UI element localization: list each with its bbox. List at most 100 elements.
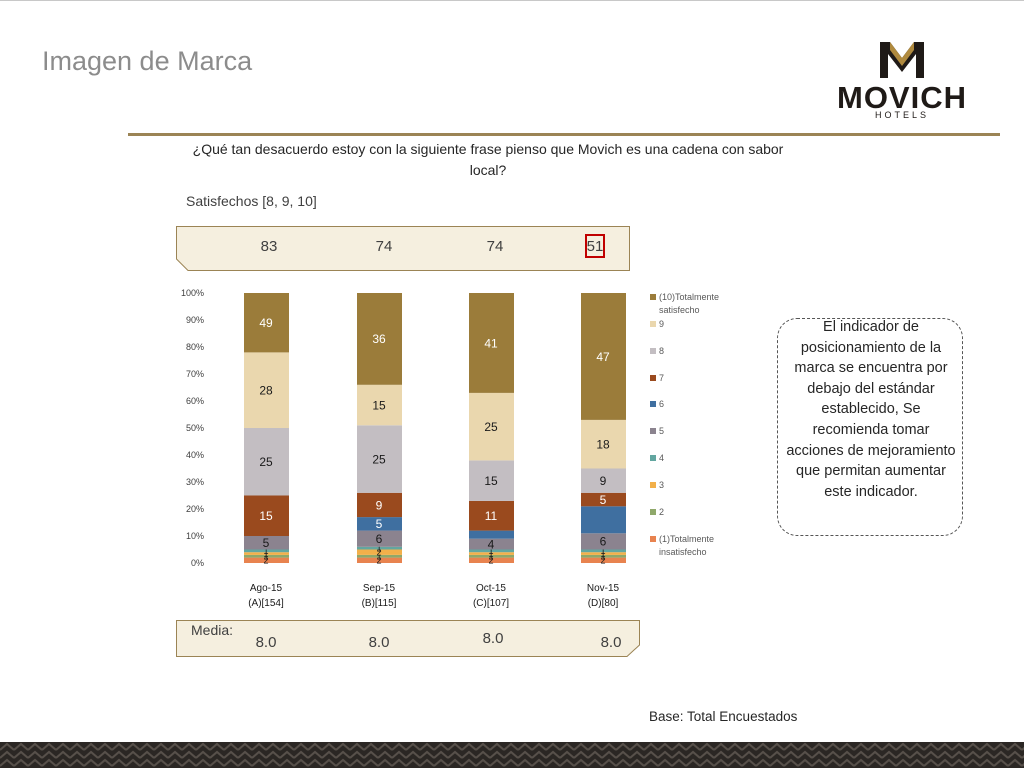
legend-swatch (650, 294, 656, 300)
y-tick-label: 0% (191, 558, 204, 568)
logo-wordmark: MOVICH (837, 80, 967, 115)
satisfied-value-nov: 51 (586, 238, 604, 255)
page-title: Imagen de Marca (42, 46, 253, 76)
media-value-sep: 8.0 (368, 634, 390, 651)
data-label: 25 (259, 455, 273, 469)
bar-segment (357, 384, 402, 426)
bar-segment (469, 538, 514, 550)
legend-label-line2: satisfecho (659, 305, 700, 315)
bar-segment (469, 293, 514, 393)
data-label: 49 (259, 316, 273, 330)
data-label: 1 (488, 546, 493, 556)
legend-label: 2 (659, 507, 664, 517)
bar-segment (469, 460, 514, 501)
legend-label: 7 (659, 373, 664, 383)
x-tick-label: Sep-15 (363, 583, 396, 594)
satisfied-subtitle: Satisfechos [8, 9, 10] (186, 193, 317, 209)
data-label: 1 (263, 546, 268, 556)
data-label: 11 (485, 509, 498, 523)
y-tick-label: 10% (186, 531, 204, 541)
legend-label-line2: insatisfecho (659, 547, 707, 557)
data-label: 5 (600, 493, 607, 507)
satisfied-value-sep: 74 (375, 238, 393, 255)
data-label: 9 (376, 498, 383, 512)
x-tick-label: Nov-15 (587, 583, 620, 594)
bar-segment (581, 419, 626, 469)
bar-segment (469, 554, 514, 558)
data-label: 1 (488, 551, 493, 561)
bar-segment (357, 492, 402, 518)
bar-segment (581, 468, 626, 493)
bar-segment (357, 557, 402, 563)
data-label: 4 (488, 537, 495, 551)
bar-segment (244, 549, 289, 553)
legend-swatch (650, 321, 656, 327)
bar-segment (581, 549, 626, 553)
legend-label: 3 (659, 480, 664, 490)
legend-label: 6 (659, 399, 664, 409)
legend-swatch (650, 509, 656, 515)
movich-m-logo-icon (880, 42, 924, 78)
media-panel (176, 620, 640, 657)
y-tick-label: 80% (186, 342, 204, 352)
data-label: 1 (488, 549, 493, 559)
bar-segment (469, 530, 514, 539)
data-label: 15 (259, 509, 273, 523)
data-label: 2 (376, 556, 381, 566)
y-tick-label: 30% (186, 477, 204, 487)
bar-segment (469, 557, 514, 563)
data-label: 15 (484, 474, 498, 488)
bar-segment (357, 293, 402, 385)
bar-segment (357, 530, 402, 547)
data-label: 25 (372, 452, 386, 466)
callout-text: El indicador de posicionamiento de la ma… (786, 319, 956, 500)
data-label: 1 (263, 551, 268, 561)
satisfied-panel (176, 226, 630, 271)
legend-swatch (650, 375, 656, 381)
satisfied-highlight-box (585, 234, 605, 258)
media-value-nov: 8.0 (600, 634, 622, 651)
bar-segment (581, 533, 626, 550)
legend-swatch (650, 536, 656, 542)
callout-box: El indicador de posicionamiento de la ma… (777, 318, 963, 536)
legend-label: 9 (659, 319, 664, 329)
chart-question: ¿Qué tan desacuerdo estoy con la siguien… (192, 141, 784, 178)
media-label: Media: (191, 622, 234, 638)
data-label: 6 (376, 532, 383, 546)
header-rule (128, 133, 1000, 136)
data-label: 47 (596, 350, 610, 364)
top-border (0, 0, 1024, 1)
y-tick-label: 60% (186, 396, 204, 406)
bar-segment (581, 554, 626, 558)
bar-segment (469, 549, 514, 553)
bar-segment (244, 495, 289, 536)
data-label: 1 (376, 551, 381, 561)
legend-swatch (650, 482, 656, 488)
bar-segment (357, 517, 402, 531)
legend-label: (1)Totalmente (659, 534, 714, 544)
media-value-oct: 8.0 (482, 630, 504, 647)
x-tick-sublabel: (D)[80] (588, 598, 619, 609)
bar-segment (469, 552, 514, 555)
legend-swatch (650, 401, 656, 407)
data-label: 28 (259, 384, 273, 398)
bar-segment (244, 557, 289, 563)
data-label: 2 (263, 556, 268, 566)
data-label: 6 (600, 535, 607, 549)
media-value-ago: 8.0 (255, 634, 277, 651)
data-label: 1 (600, 546, 605, 556)
bar-segment (244, 352, 289, 428)
data-label: 2 (600, 556, 605, 566)
satisfied-value-ago: 83 (260, 238, 278, 255)
x-tick-sublabel: (A)[154] (248, 598, 284, 609)
bar-segment (244, 554, 289, 558)
bar-segment (469, 500, 514, 531)
bar-segment (357, 425, 402, 493)
data-label: 41 (484, 336, 498, 350)
bar-segment (581, 492, 626, 507)
y-tick-label: 20% (186, 504, 204, 514)
bar-segment (357, 549, 402, 555)
y-tick-label: 70% (186, 369, 204, 379)
data-label: 1 (376, 543, 381, 553)
data-label: 1 (600, 549, 605, 559)
